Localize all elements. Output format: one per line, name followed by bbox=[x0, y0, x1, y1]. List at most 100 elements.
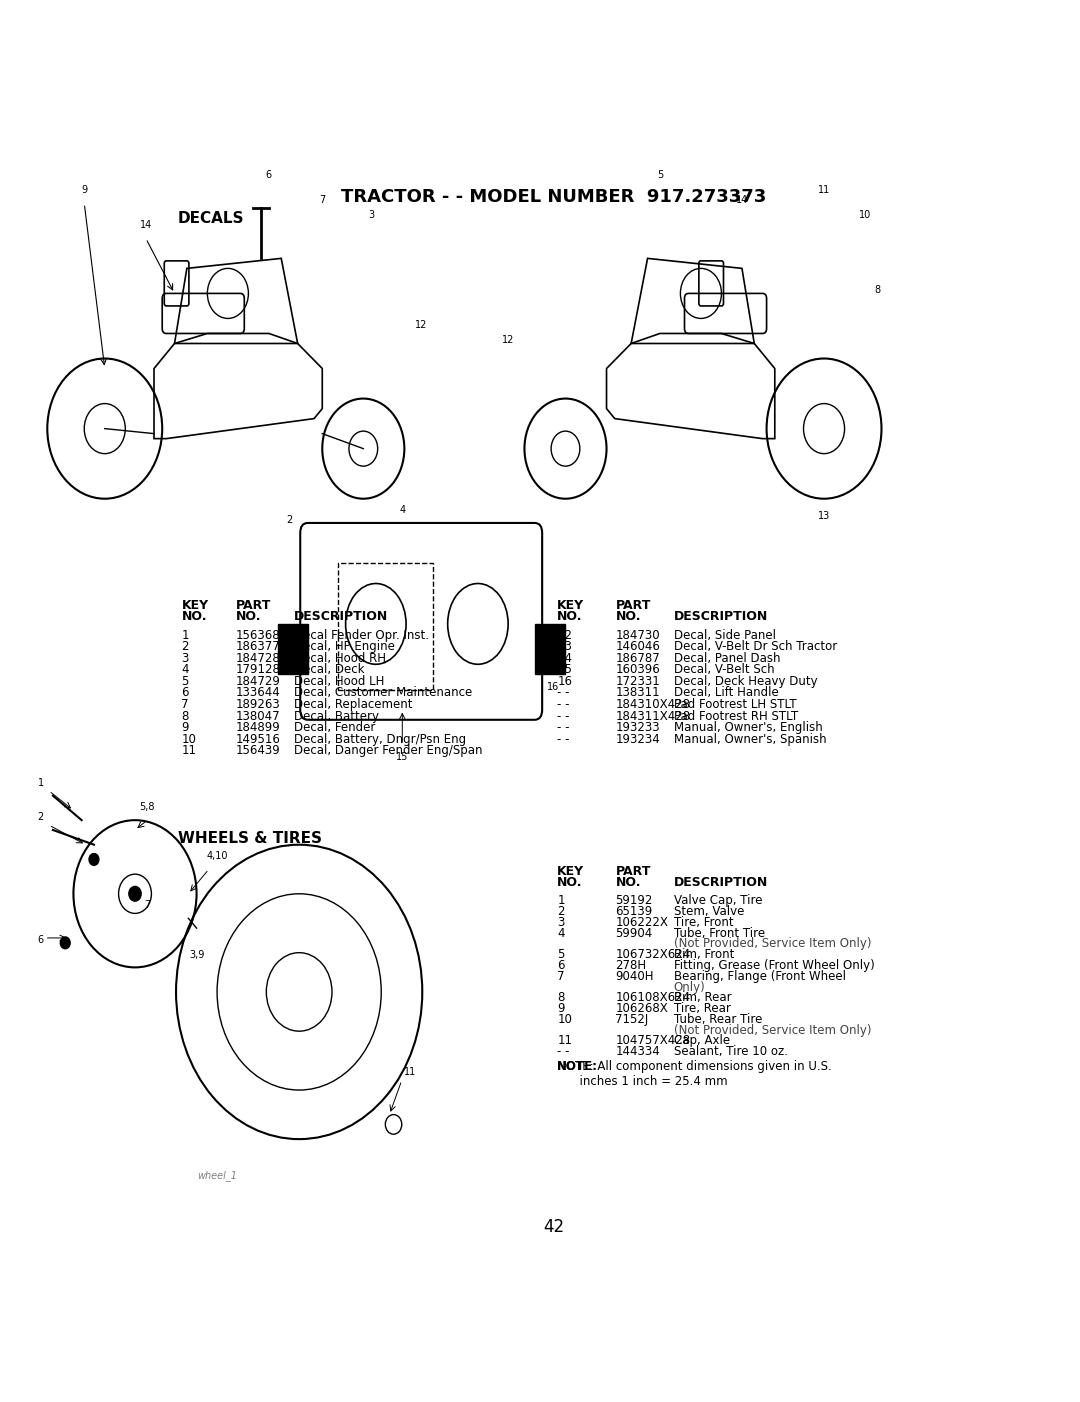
Text: 16: 16 bbox=[557, 674, 572, 688]
Text: 2: 2 bbox=[181, 641, 189, 653]
Text: 144334: 144334 bbox=[616, 1046, 660, 1059]
Text: 1: 1 bbox=[557, 894, 565, 907]
Text: 193233: 193233 bbox=[616, 721, 660, 735]
Text: 9: 9 bbox=[557, 1002, 565, 1015]
Text: 5,8: 5,8 bbox=[139, 802, 156, 812]
Text: 133644: 133644 bbox=[235, 687, 281, 700]
Text: 3: 3 bbox=[557, 916, 565, 930]
Text: DECALS: DECALS bbox=[177, 210, 244, 226]
Text: - -: - - bbox=[557, 709, 570, 722]
Text: DESCRIPTION: DESCRIPTION bbox=[674, 610, 768, 624]
Text: Tube, Rear Tire: Tube, Rear Tire bbox=[674, 1012, 762, 1026]
Text: KEY: KEY bbox=[557, 600, 584, 613]
Text: (Not Provided, Service Item Only): (Not Provided, Service Item Only) bbox=[674, 1023, 872, 1036]
Text: Decal, Danger Fender Eng/Span: Decal, Danger Fender Eng/Span bbox=[294, 744, 483, 757]
Text: 4: 4 bbox=[400, 505, 405, 515]
Text: NO.: NO. bbox=[235, 610, 261, 624]
Text: DESCRIPTION: DESCRIPTION bbox=[674, 876, 768, 889]
Text: Valve Cap, Tire: Valve Cap, Tire bbox=[674, 894, 762, 907]
Text: 149516: 149516 bbox=[235, 733, 281, 746]
Text: 14: 14 bbox=[735, 195, 748, 205]
Text: 186787: 186787 bbox=[616, 652, 660, 665]
Text: 7: 7 bbox=[145, 900, 150, 910]
Text: 3: 3 bbox=[368, 210, 375, 220]
Circle shape bbox=[129, 886, 141, 901]
Text: 2: 2 bbox=[557, 906, 565, 918]
Text: 106222X: 106222X bbox=[616, 916, 669, 930]
Text: Decal, Battery, Dngr/Psn Eng: Decal, Battery, Dngr/Psn Eng bbox=[294, 733, 465, 746]
Text: Tire, Rear: Tire, Rear bbox=[674, 1002, 730, 1015]
Text: 184728: 184728 bbox=[235, 652, 281, 665]
Text: 156368: 156368 bbox=[235, 628, 281, 642]
Text: - -: - - bbox=[557, 721, 570, 735]
Text: Sealant, Tire 10 oz.: Sealant, Tire 10 oz. bbox=[674, 1046, 787, 1059]
Text: (Not Provided, Service Item Only): (Not Provided, Service Item Only) bbox=[674, 938, 872, 951]
Text: 3: 3 bbox=[181, 652, 189, 665]
Text: wheel_1: wheel_1 bbox=[197, 1171, 238, 1182]
Text: Bearing, Flange (Front Wheel: Bearing, Flange (Front Wheel bbox=[674, 970, 846, 983]
Text: 13: 13 bbox=[818, 510, 831, 520]
Text: 12: 12 bbox=[557, 628, 572, 642]
Text: 106108X624: 106108X624 bbox=[616, 991, 690, 1004]
Text: Decal, Side Panel: Decal, Side Panel bbox=[674, 628, 775, 642]
Text: Cap, Axle: Cap, Axle bbox=[674, 1035, 730, 1047]
Text: 59192: 59192 bbox=[616, 894, 653, 907]
Text: 16: 16 bbox=[548, 681, 559, 691]
Text: Decal, Hood LH: Decal, Hood LH bbox=[294, 674, 384, 688]
Text: Decal, Hood RH: Decal, Hood RH bbox=[294, 652, 386, 665]
Text: Manual, Owner's, Spanish: Manual, Owner's, Spanish bbox=[674, 733, 826, 746]
Text: 6: 6 bbox=[557, 959, 565, 972]
Text: Decal, Deck Heavy Duty: Decal, Deck Heavy Duty bbox=[674, 674, 818, 688]
Circle shape bbox=[60, 937, 70, 949]
Text: Decal, Battery: Decal, Battery bbox=[294, 709, 379, 722]
Text: 13: 13 bbox=[557, 641, 572, 653]
Text: - -: - - bbox=[557, 733, 570, 746]
Text: PART: PART bbox=[235, 600, 271, 613]
Text: 7: 7 bbox=[181, 698, 189, 711]
Text: 189263: 189263 bbox=[235, 698, 281, 711]
Circle shape bbox=[89, 854, 99, 865]
Text: 184729: 184729 bbox=[235, 674, 281, 688]
Text: Stem, Valve: Stem, Valve bbox=[674, 906, 744, 918]
Text: NOTE:: NOTE: bbox=[557, 1060, 598, 1073]
Bar bbox=[535, 624, 565, 674]
Text: Tube, Front Tire: Tube, Front Tire bbox=[674, 927, 765, 939]
Text: 179128: 179128 bbox=[235, 663, 281, 676]
Text: Decal, Fender: Decal, Fender bbox=[294, 721, 375, 735]
Text: - -: - - bbox=[557, 698, 570, 711]
Text: - -: - - bbox=[557, 1046, 570, 1059]
Text: 6: 6 bbox=[266, 170, 272, 181]
Text: 11: 11 bbox=[818, 185, 831, 195]
Text: 7: 7 bbox=[557, 970, 565, 983]
Text: NOTE: All component dimensions given in U.S.
      inches 1 inch = 25.4 mm: NOTE: All component dimensions given in … bbox=[557, 1060, 832, 1088]
Text: 59904: 59904 bbox=[616, 927, 652, 939]
Text: 10: 10 bbox=[557, 1012, 572, 1026]
Text: 14: 14 bbox=[557, 652, 572, 665]
Text: 5: 5 bbox=[557, 948, 565, 962]
Text: NO.: NO. bbox=[181, 610, 207, 624]
Text: Pad Footrest LH STLT: Pad Footrest LH STLT bbox=[674, 698, 796, 711]
Text: 8: 8 bbox=[181, 709, 189, 722]
Text: 104757X428: 104757X428 bbox=[616, 1035, 690, 1047]
Text: 186377: 186377 bbox=[235, 641, 281, 653]
Text: KEY: KEY bbox=[181, 600, 208, 613]
Text: 8: 8 bbox=[557, 991, 565, 1004]
Text: 146046: 146046 bbox=[616, 641, 660, 653]
Text: NO.: NO. bbox=[557, 610, 583, 624]
Circle shape bbox=[386, 1115, 402, 1134]
Text: 184730: 184730 bbox=[616, 628, 660, 642]
Text: 6: 6 bbox=[181, 687, 189, 700]
Text: 5: 5 bbox=[657, 170, 663, 181]
Text: 12: 12 bbox=[415, 321, 427, 331]
Text: 15: 15 bbox=[396, 751, 408, 763]
Text: 65139: 65139 bbox=[616, 906, 652, 918]
Text: Manual, Owner's, English: Manual, Owner's, English bbox=[674, 721, 822, 735]
Text: Decal, Customer Maintenance: Decal, Customer Maintenance bbox=[294, 687, 472, 700]
Text: 10: 10 bbox=[181, 733, 197, 746]
Text: DESCRIPTION: DESCRIPTION bbox=[294, 610, 388, 624]
Text: 156439: 156439 bbox=[235, 744, 281, 757]
Text: 138311: 138311 bbox=[616, 687, 660, 700]
Text: KEY: KEY bbox=[557, 865, 584, 878]
Text: 3,9: 3,9 bbox=[189, 949, 204, 959]
Text: 160396: 160396 bbox=[616, 663, 660, 676]
